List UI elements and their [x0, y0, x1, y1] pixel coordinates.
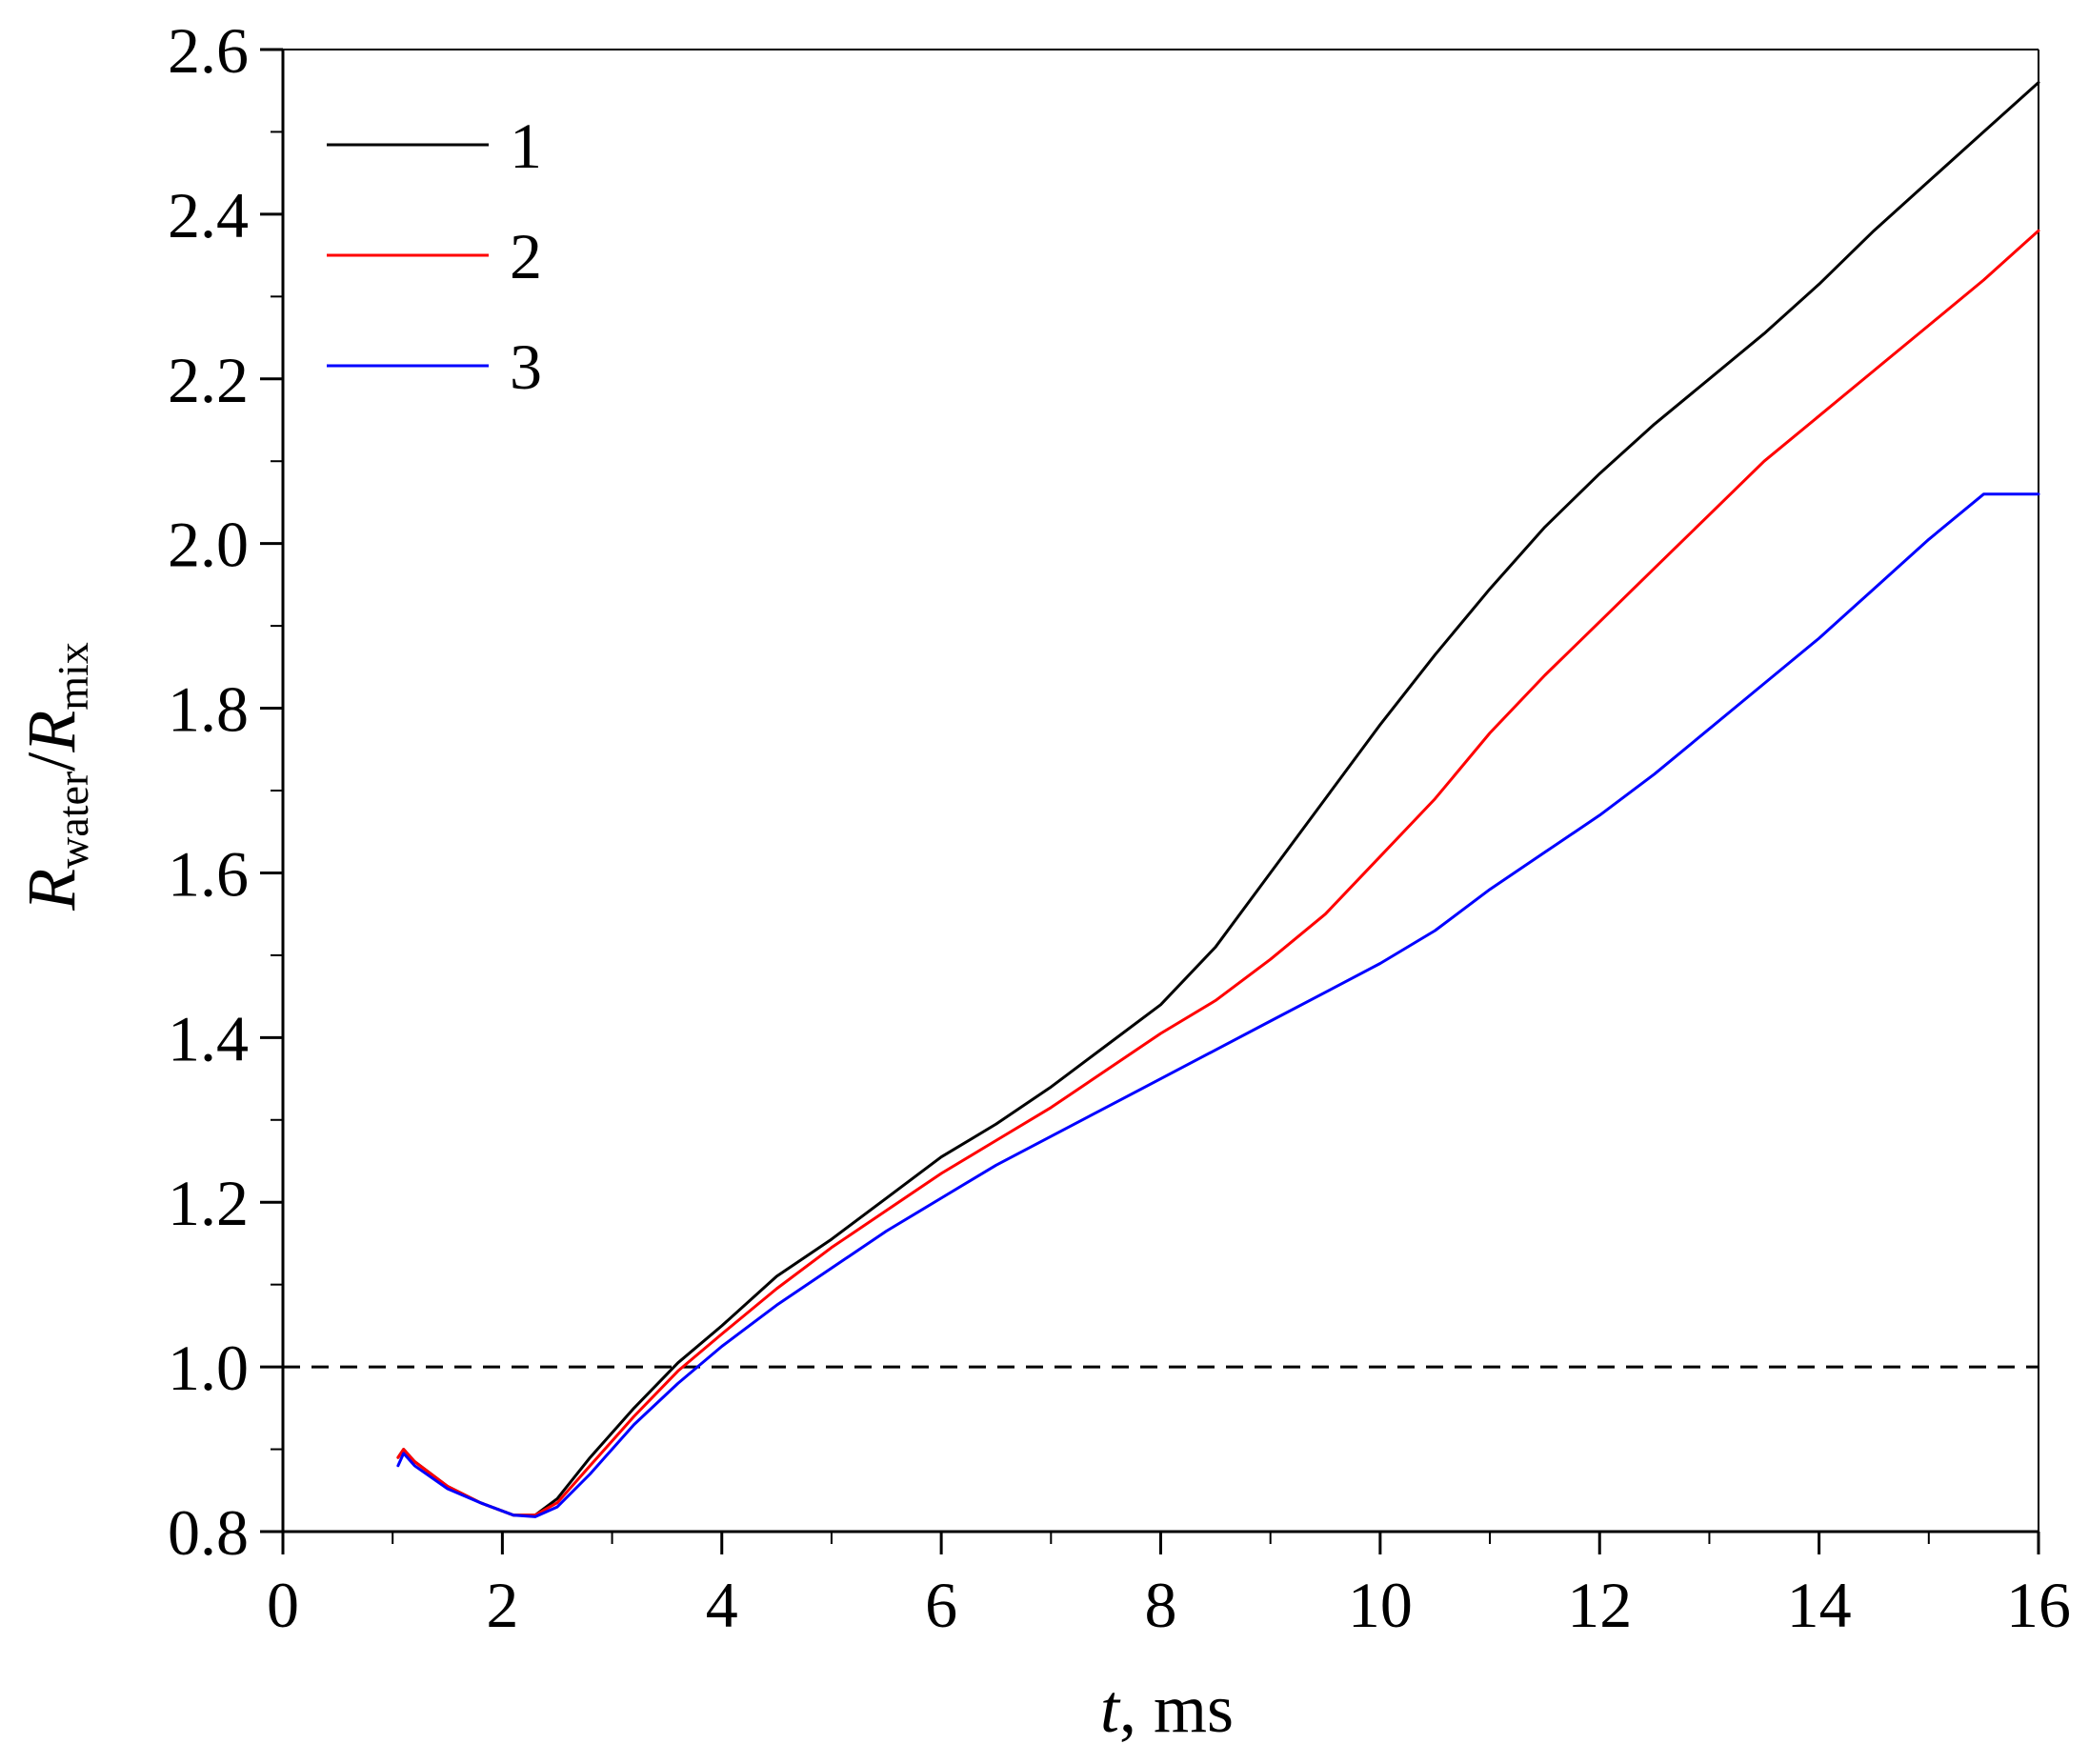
series-line-3 — [396, 492, 2040, 1518]
series-line-2 — [396, 229, 2040, 1517]
x-tick-label: 6 — [925, 1569, 957, 1641]
y-axis-title-sub1: water — [49, 772, 97, 869]
x-tick-label: 4 — [706, 1569, 738, 1641]
legend-label-1: 1 — [510, 110, 542, 182]
y-axis-title: Rwater/Rmix — [13, 642, 97, 912]
y-tick-label: 2.2 — [168, 344, 249, 416]
y-tick-label: 1.6 — [168, 837, 249, 910]
y-tick-label: 2.6 — [168, 14, 249, 87]
x-axis-title-var: t — [1100, 1671, 1121, 1747]
legend-label-3: 3 — [510, 331, 542, 403]
y-axis-title-r2: R — [13, 711, 90, 753]
y-tick-label: 2.4 — [168, 179, 249, 251]
x-tick-label: 8 — [1145, 1569, 1177, 1641]
y-axis-title-r1: R — [13, 869, 90, 912]
x-axis-title-unit: , ms — [1119, 1671, 1234, 1747]
y-tick-label: 1.0 — [168, 1332, 249, 1404]
legend: 1 2 3 — [327, 110, 542, 403]
y-tick-label: 0.8 — [168, 1496, 249, 1569]
series-layer — [396, 81, 2040, 1518]
plot-frame — [281, 49, 2039, 1533]
y-tick-label: 1.8 — [168, 673, 249, 746]
legend-label-2: 2 — [510, 220, 542, 292]
y-axis-title-sub2: mix — [49, 642, 97, 711]
ticks-layer: 0 2 4 6 8 10 12 14 160.81.01.21.41.61.82.02.22.4… — [168, 14, 2071, 1641]
x-tick-label: 16 — [2006, 1569, 2071, 1641]
x-tick-label: 14 — [1787, 1569, 1852, 1641]
series-line-1 — [396, 81, 2040, 1517]
x-tick-label: 12 — [1567, 1569, 1632, 1641]
y-tick-label: 1.2 — [168, 1167, 249, 1239]
y-tick-label: 2.0 — [168, 509, 249, 581]
x-tick-label: 0 — [267, 1569, 299, 1641]
x-tick-label: 2 — [486, 1569, 518, 1641]
x-tick-label: 10 — [1348, 1569, 1413, 1641]
x-axis-title: t, ms — [1100, 1671, 1234, 1747]
y-axis-title-slash: / — [13, 752, 90, 772]
y-tick-label: 1.4 — [168, 1002, 249, 1074]
